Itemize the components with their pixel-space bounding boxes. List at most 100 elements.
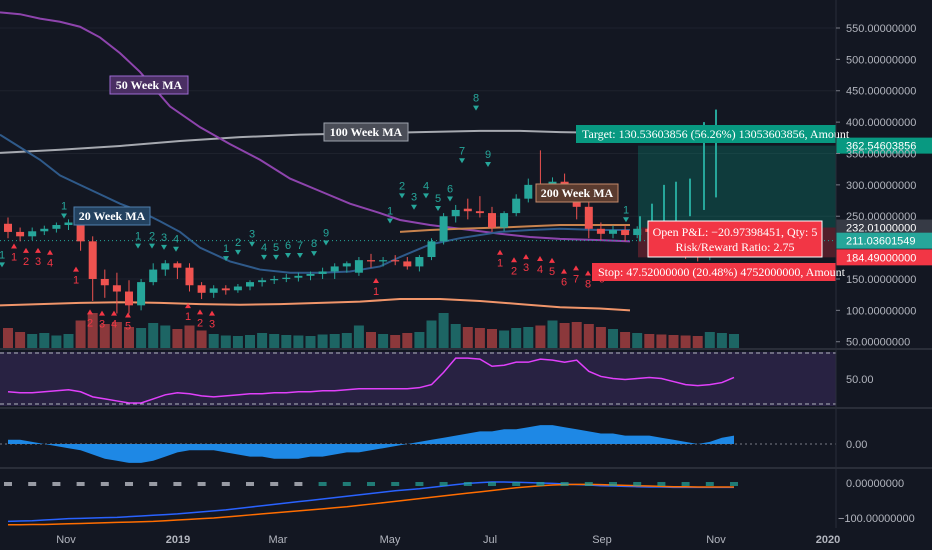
seq-down-arrow: [423, 193, 429, 199]
seq-up-arrow: [511, 257, 517, 263]
volume-bar: [487, 329, 497, 348]
seq-label: 1: [623, 204, 629, 216]
price-tick-label: 350.00000000: [846, 148, 916, 160]
price-tag-label: 211.03601549: [846, 236, 916, 248]
seq-label: 3: [411, 192, 417, 204]
volume-bar: [208, 334, 219, 348]
volume-bar: [15, 332, 26, 348]
candle-body: [342, 263, 351, 267]
seq-label: 5: [125, 320, 131, 332]
osc-histogram-bar: [367, 482, 375, 486]
seq-down-arrow: [297, 253, 303, 259]
price-tick-label: 550.00000000: [846, 23, 916, 35]
osc-histogram-bar: [536, 482, 545, 486]
time-axis[interactable]: Nov 2019 Mar May Jul Sep Nov 2020: [56, 534, 840, 546]
seq-label: 2: [23, 256, 29, 268]
seq-down-arrow: [387, 218, 393, 224]
seq-label: 1: [373, 286, 379, 298]
osc-histogram-bar: [28, 482, 37, 486]
candle-body: [451, 209, 460, 217]
time-tick-label: Jul: [483, 534, 497, 546]
candle-body: [463, 208, 472, 212]
ma-mid-line: [399, 224, 630, 233]
seq-down-arrow: [399, 193, 405, 199]
osc-histogram-bar: [173, 482, 182, 486]
volume-bar: [535, 325, 546, 348]
volume-bar: [438, 313, 449, 348]
seq-label: 4: [111, 319, 117, 331]
volume-bar: [136, 328, 147, 348]
seq-down-arrow: [623, 217, 629, 223]
macd-pane[interactable]: 0.00: [0, 425, 867, 463]
seq-up-arrow: [73, 266, 79, 272]
seq-label: 3: [209, 319, 215, 331]
seq-up-arrow: [23, 247, 29, 253]
seq-label: 8: [311, 238, 317, 250]
candle-body: [270, 278, 279, 281]
candle-body: [596, 228, 605, 234]
ma50-line: [0, 11, 631, 243]
price-tick-label: 50.00000000: [846, 337, 910, 349]
candle-body: [100, 278, 109, 286]
seq-down-arrow: [235, 249, 241, 255]
seq-down-arrow: [285, 253, 291, 259]
volume-bar: [414, 332, 425, 348]
seq-label: 2: [87, 317, 93, 329]
price-tag-label: 232.01000000: [846, 223, 916, 235]
ma100-label: 100 Week MA: [330, 125, 403, 139]
volume-bar: [3, 328, 13, 348]
seq-down-arrow: [149, 243, 155, 249]
rsi-axis-label: 50.00: [846, 374, 874, 386]
volume-bar: [499, 330, 510, 348]
volume-bar: [608, 329, 618, 348]
volume-bar: [474, 328, 485, 348]
seq-label: 1: [11, 251, 17, 263]
seq-down-arrow: [311, 251, 317, 257]
osc-histogram-bar: [681, 482, 690, 486]
price-tick-label: 100.00000000: [846, 305, 916, 317]
osc-histogram-bar: [294, 482, 303, 486]
oscillator-pane[interactable]: 0.00000000 −100.00000000: [4, 478, 915, 526]
osc-histogram-bar: [488, 482, 496, 486]
volume-bar: [450, 324, 461, 348]
volume-bar: [559, 323, 570, 348]
seq-up-arrow: [561, 268, 567, 274]
volume-bar: [111, 322, 122, 348]
seq-down-arrow: [273, 254, 279, 260]
osc-histogram-bar: [100, 482, 109, 486]
volume-bar: [523, 327, 534, 348]
candle-body: [609, 230, 617, 234]
ma200-line: [0, 298, 631, 312]
osc-histogram-bar: [463, 482, 472, 486]
osc-histogram-bar: [391, 482, 400, 486]
volume-bar: [571, 322, 582, 348]
volume-bar: [704, 332, 715, 348]
seq-label: 3: [35, 256, 41, 268]
open-pnl-label: Open P&L: −20.97398451, Qty: 5: [653, 225, 818, 239]
candle-body: [621, 230, 630, 236]
seq-label: 7: [459, 145, 465, 157]
volume-bar: [99, 324, 110, 348]
price-tick-label: 450.00000000: [846, 86, 916, 98]
osc-histogram-bar: [705, 482, 714, 486]
seq-label: 5: [549, 266, 555, 278]
osc-histogram-bar: [125, 482, 133, 486]
osc-histogram-bar: [609, 482, 617, 486]
price-axis[interactable]: 550.00000000 500.00000000 450.00000000 400.…: [836, 23, 916, 349]
seq-up-arrow: [197, 309, 203, 315]
ma200-label-box: 200 Week MA: [535, 183, 619, 203]
candle-body: [76, 222, 85, 242]
seq-label: 2: [149, 231, 155, 243]
rsi-pane[interactable]: 50.00: [0, 352, 874, 406]
volume-bar: [583, 324, 594, 348]
ma50-label-box: 50 Week MA: [109, 75, 189, 95]
volume-bar: [305, 336, 316, 348]
candle-body: [173, 263, 182, 268]
seq-up-arrow: [87, 309, 93, 315]
candle-body: [584, 206, 593, 229]
time-tick-label: Nov: [706, 534, 726, 546]
time-tick-label: 2019: [166, 534, 190, 546]
osc-histogram-bar: [149, 482, 158, 486]
